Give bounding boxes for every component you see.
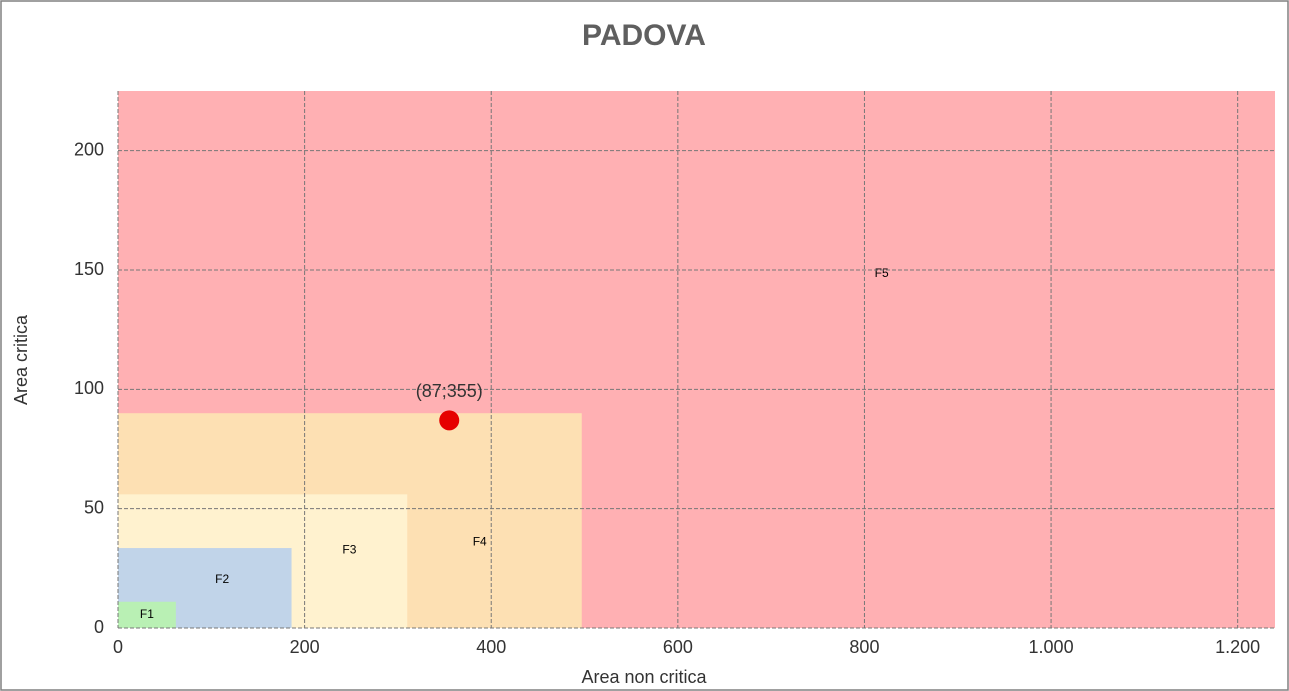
y-tick-label: 200 bbox=[74, 139, 104, 159]
x-tick-label: 400 bbox=[476, 637, 506, 657]
x-tick-label: 1.000 bbox=[1029, 637, 1074, 657]
region-label: F4 bbox=[473, 534, 487, 548]
y-tick-label: 150 bbox=[74, 259, 104, 279]
region-label: F3 bbox=[342, 543, 356, 557]
y-tick-label: 100 bbox=[74, 378, 104, 398]
x-tick-label: 1.200 bbox=[1215, 637, 1260, 657]
x-axis-label: Area non critica bbox=[581, 667, 707, 687]
point-label: (87;355) bbox=[416, 381, 483, 401]
x-tick-label: 600 bbox=[663, 637, 693, 657]
region-label: F2 bbox=[215, 572, 229, 586]
y-tick-label: 50 bbox=[84, 497, 104, 517]
x-tick-label: 800 bbox=[849, 637, 879, 657]
point bbox=[439, 410, 460, 431]
region-label: F5 bbox=[875, 266, 889, 280]
y-tick-label: 0 bbox=[94, 617, 104, 637]
region bbox=[118, 601, 176, 628]
x-tick-label: 0 bbox=[113, 637, 123, 657]
region-label: F1 bbox=[140, 607, 154, 621]
y-axis-label: Area critica bbox=[11, 314, 31, 405]
chart-title: PADOVA bbox=[582, 19, 706, 52]
x-tick-label: 200 bbox=[290, 637, 320, 657]
